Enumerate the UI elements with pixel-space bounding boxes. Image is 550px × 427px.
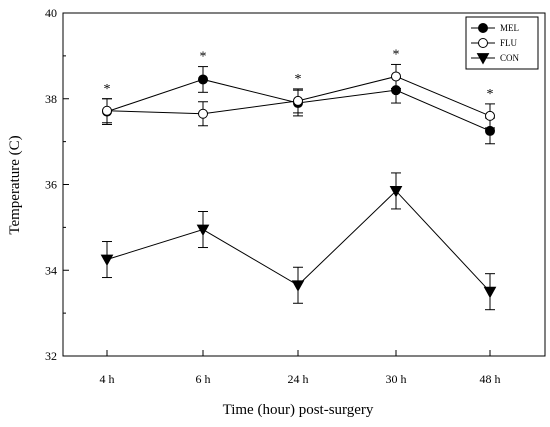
legend: MEL FLU CON bbox=[465, 16, 539, 70]
data-point bbox=[483, 286, 497, 299]
x-tick-label: 30 h bbox=[386, 372, 407, 386]
y-tick-label: 38 bbox=[45, 92, 57, 106]
data-point bbox=[100, 254, 114, 267]
series-layer bbox=[100, 63, 497, 311]
y-axis-title: Temperature (C) bbox=[7, 135, 23, 234]
legend-item-flu: FLU bbox=[471, 38, 518, 48]
legend-label: FLU bbox=[500, 38, 518, 48]
y-axis: 32 34 36 38 40 bbox=[45, 6, 69, 363]
series-con bbox=[100, 172, 497, 311]
legend-marker bbox=[478, 23, 488, 33]
significance-marker: * bbox=[104, 82, 111, 97]
series-flu bbox=[102, 63, 495, 129]
y-tick-label: 36 bbox=[45, 178, 57, 192]
legend-item-mel: MEL bbox=[471, 23, 519, 33]
y-tick-label: 32 bbox=[45, 349, 57, 363]
legend-label: MEL bbox=[500, 23, 519, 33]
x-axis-title: Time (hour) post-surgery bbox=[223, 402, 374, 418]
data-point bbox=[291, 280, 305, 292]
x-tick-label: 4 h bbox=[100, 372, 115, 386]
legend-marker bbox=[478, 38, 488, 48]
significance-marker: * bbox=[487, 87, 494, 102]
x-axis: 4 h 6 h 24 h 30 h 48 h bbox=[100, 350, 501, 386]
data-point bbox=[391, 71, 401, 82]
legend-marker bbox=[476, 53, 490, 65]
significance-marker: * bbox=[200, 50, 207, 65]
x-tick-label: 6 h bbox=[196, 372, 211, 386]
x-tick-label: 24 h bbox=[288, 372, 309, 386]
data-point bbox=[102, 105, 112, 116]
data-point bbox=[196, 224, 210, 237]
data-point bbox=[485, 110, 495, 121]
legend-item-con: CON bbox=[471, 53, 520, 65]
data-point bbox=[198, 74, 208, 85]
y-tick-label: 34 bbox=[45, 263, 57, 277]
annotation-layer: * * * * * bbox=[104, 47, 494, 101]
data-point bbox=[198, 108, 208, 119]
x-tick-label: 48 h bbox=[480, 372, 501, 386]
legend-label: CON bbox=[500, 53, 520, 63]
y-tick-label: 40 bbox=[45, 6, 57, 20]
significance-marker: * bbox=[393, 47, 400, 62]
data-point bbox=[389, 186, 403, 198]
significance-marker: * bbox=[295, 72, 302, 87]
data-point bbox=[293, 95, 303, 106]
